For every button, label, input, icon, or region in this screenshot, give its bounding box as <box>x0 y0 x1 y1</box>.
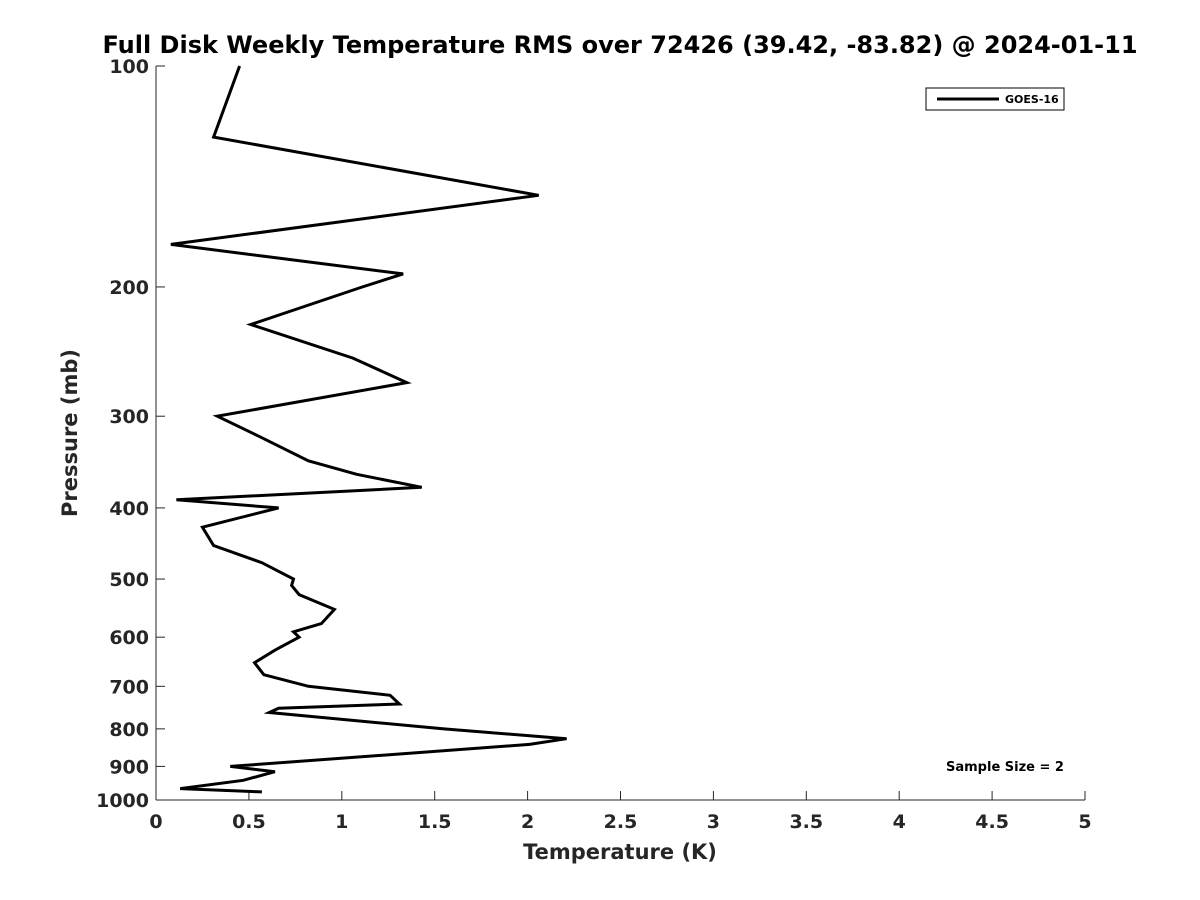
y-tick-label: 900 <box>109 756 149 778</box>
x-tick-label: 0 <box>149 811 162 833</box>
y-tick-label: 800 <box>109 719 149 741</box>
y-tick-label: 100 <box>109 56 149 78</box>
y-tick-label: 700 <box>109 676 149 698</box>
y-axis-label: Pressure (mb) <box>58 349 82 517</box>
y-tick-label: 1000 <box>96 790 149 812</box>
axes <box>155 66 1085 801</box>
x-tick-label: 3.5 <box>789 811 823 833</box>
x-tick-label: 4 <box>893 811 906 833</box>
y-tick-label: 200 <box>109 277 149 299</box>
legend: GOES-16 <box>925 87 1065 111</box>
x-tick-label: 1.5 <box>418 811 452 833</box>
series-line-goes-16 <box>170 65 567 794</box>
x-tick-label: 3 <box>707 811 720 833</box>
x-tick-label: 2.5 <box>604 811 638 833</box>
y-tick-label: 600 <box>109 627 149 649</box>
x-tick-label: 5 <box>1078 811 1091 833</box>
x-tick-label: 1 <box>335 811 348 833</box>
ticks: 0 0.5 1 1.5 2 2.5 3 3.5 4 4.5 5 100 200 300 400 500 600 7… <box>96 56 1092 833</box>
x-axis-label: Temperature (K) <box>523 840 717 864</box>
series-layer <box>170 65 567 794</box>
sample-size-annotation: Sample Size = 2 <box>946 760 1064 775</box>
y-tick-label: 500 <box>109 569 149 591</box>
y-tick-label: 300 <box>109 406 149 428</box>
x-tick-label: 2 <box>521 811 534 833</box>
chart-title: Full Disk Weekly Temperature RMS over 72… <box>102 31 1137 59</box>
x-tick-label: 0.5 <box>232 811 266 833</box>
legend-series-label: GOES-16 <box>1005 93 1059 106</box>
x-tick-label: 4.5 <box>975 811 1009 833</box>
y-tick-label: 400 <box>109 498 149 520</box>
